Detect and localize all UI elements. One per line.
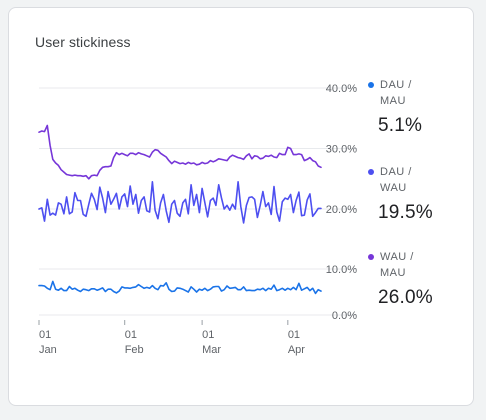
legend-value: 19.5% [378, 202, 433, 223]
x-tick-month-label: Apr [288, 344, 305, 356]
series-line-dau-wau [38, 181, 322, 224]
card-title: User stickiness [35, 34, 131, 50]
x-tick-month-label: Feb [125, 344, 144, 356]
legend-value: 26.0% [378, 287, 433, 308]
legend-dot-icon [368, 169, 374, 175]
y-tick-label: 20.0% [326, 204, 357, 216]
x-tick-month-label: Mar [202, 344, 221, 356]
legend-dot-icon [368, 254, 374, 260]
y-tick-label: 0.0% [332, 310, 357, 322]
x-tick-day-label: 01 [288, 329, 300, 341]
x-tick-day-label: 01 [202, 329, 214, 341]
legend-label: DAU / WAU [380, 166, 412, 194]
x-tick-day-label: 01 [125, 329, 137, 341]
legend-label: DAU / MAU [380, 79, 412, 107]
legend-label: WAU / MAU [380, 251, 414, 279]
x-tick-month-label: Jan [39, 344, 57, 356]
legend-item-wau-mau[interactable]: WAU / MAU 26.0% [368, 249, 464, 309]
legend-value: 5.1% [378, 115, 423, 136]
x-tick-day-label: 01 [39, 329, 51, 341]
legend-dot-icon [368, 82, 374, 88]
y-tick-label: 30.0% [326, 144, 357, 156]
series-line-dau-mau [38, 280, 322, 295]
series-line-wau-mau [38, 124, 322, 180]
y-tick-label: 40.0% [326, 83, 357, 95]
legend-item-dau-wau[interactable]: DAU / WAU 19.5% [368, 164, 464, 224]
y-tick-label: 10.0% [326, 264, 357, 276]
legend-item-dau-mau[interactable]: DAU / MAU 5.1% [368, 77, 464, 137]
